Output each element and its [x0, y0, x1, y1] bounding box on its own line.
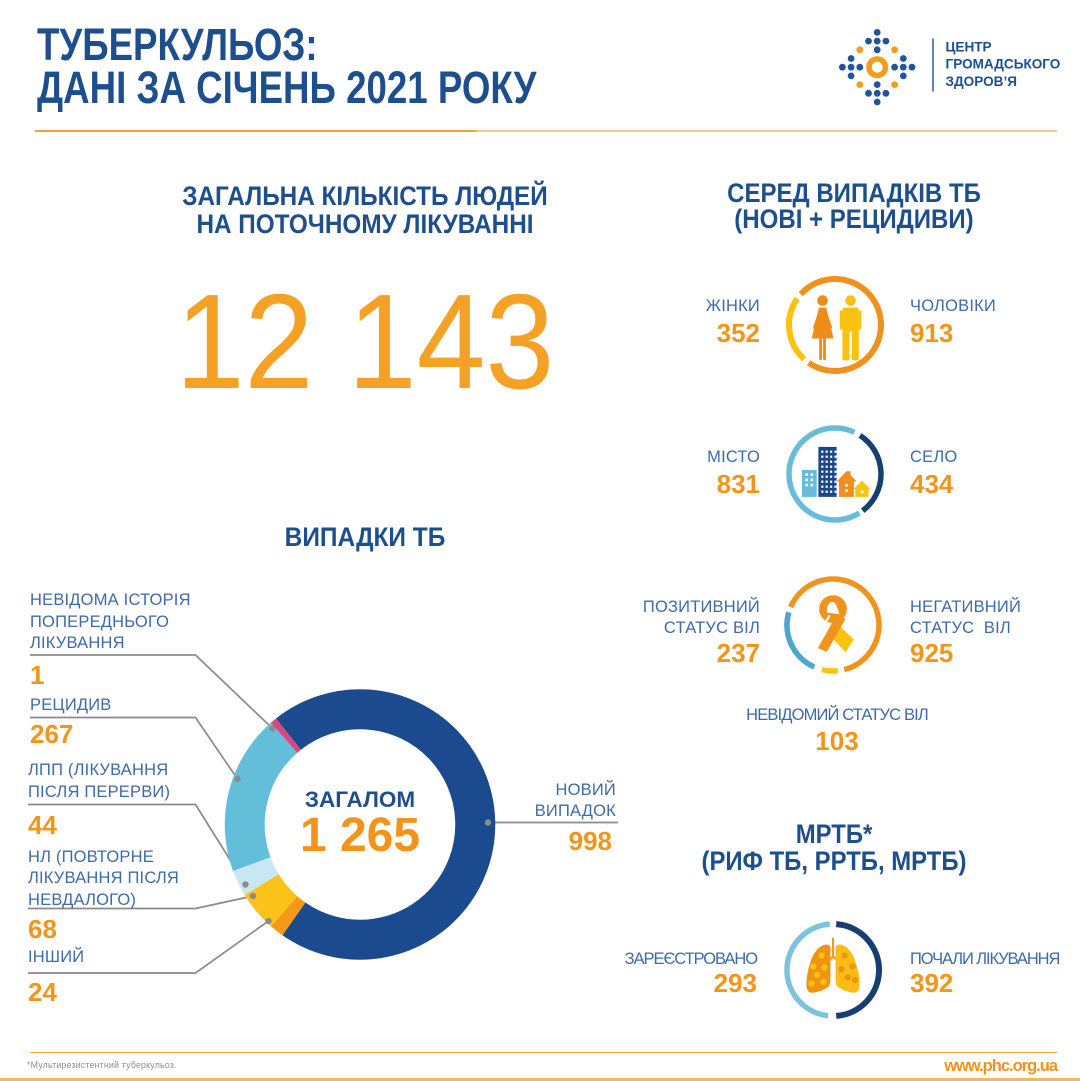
svg-text:ЗДОРОВ’Я: ЗДОРОВ’Я: [946, 74, 1017, 89]
svg-text:ЦЕНТР: ЦЕНТР: [946, 39, 992, 54]
svg-text:ГРОМАДСЬКОГО: ГРОМАДСЬКОГО: [946, 57, 1061, 72]
